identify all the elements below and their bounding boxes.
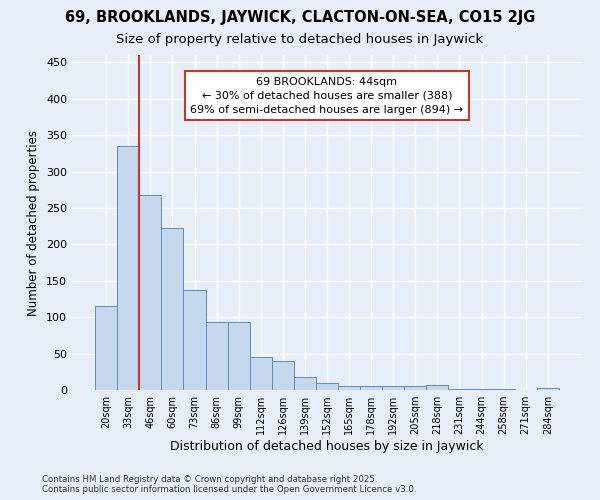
Bar: [227, 322, 250, 390]
Bar: [294, 377, 316, 390]
Bar: [360, 386, 382, 390]
Bar: [448, 388, 470, 390]
Bar: [316, 382, 338, 390]
Bar: [184, 290, 206, 390]
Bar: [427, 385, 448, 390]
Bar: [250, 357, 272, 390]
Text: Contains HM Land Registry data © Crown copyright and database right 2025.
Contai: Contains HM Land Registry data © Crown c…: [42, 474, 416, 494]
Text: 69, BROOKLANDS, JAYWICK, CLACTON-ON-SEA, CO15 2JG: 69, BROOKLANDS, JAYWICK, CLACTON-ON-SEA,…: [65, 10, 535, 25]
Bar: [382, 386, 404, 390]
Text: 69 BROOKLANDS: 44sqm
← 30% of detached houses are smaller (388)
69% of semi-deta: 69 BROOKLANDS: 44sqm ← 30% of detached h…: [190, 77, 464, 115]
Text: Size of property relative to detached houses in Jaywick: Size of property relative to detached ho…: [116, 32, 484, 46]
X-axis label: Distribution of detached houses by size in Jaywick: Distribution of detached houses by size …: [170, 440, 484, 453]
Y-axis label: Number of detached properties: Number of detached properties: [28, 130, 40, 316]
Bar: [95, 306, 117, 390]
Bar: [139, 195, 161, 390]
Bar: [206, 322, 227, 390]
Bar: [272, 361, 294, 390]
Bar: [161, 228, 184, 390]
Bar: [537, 388, 559, 390]
Bar: [338, 386, 360, 390]
Bar: [404, 386, 427, 390]
Bar: [117, 146, 139, 390]
